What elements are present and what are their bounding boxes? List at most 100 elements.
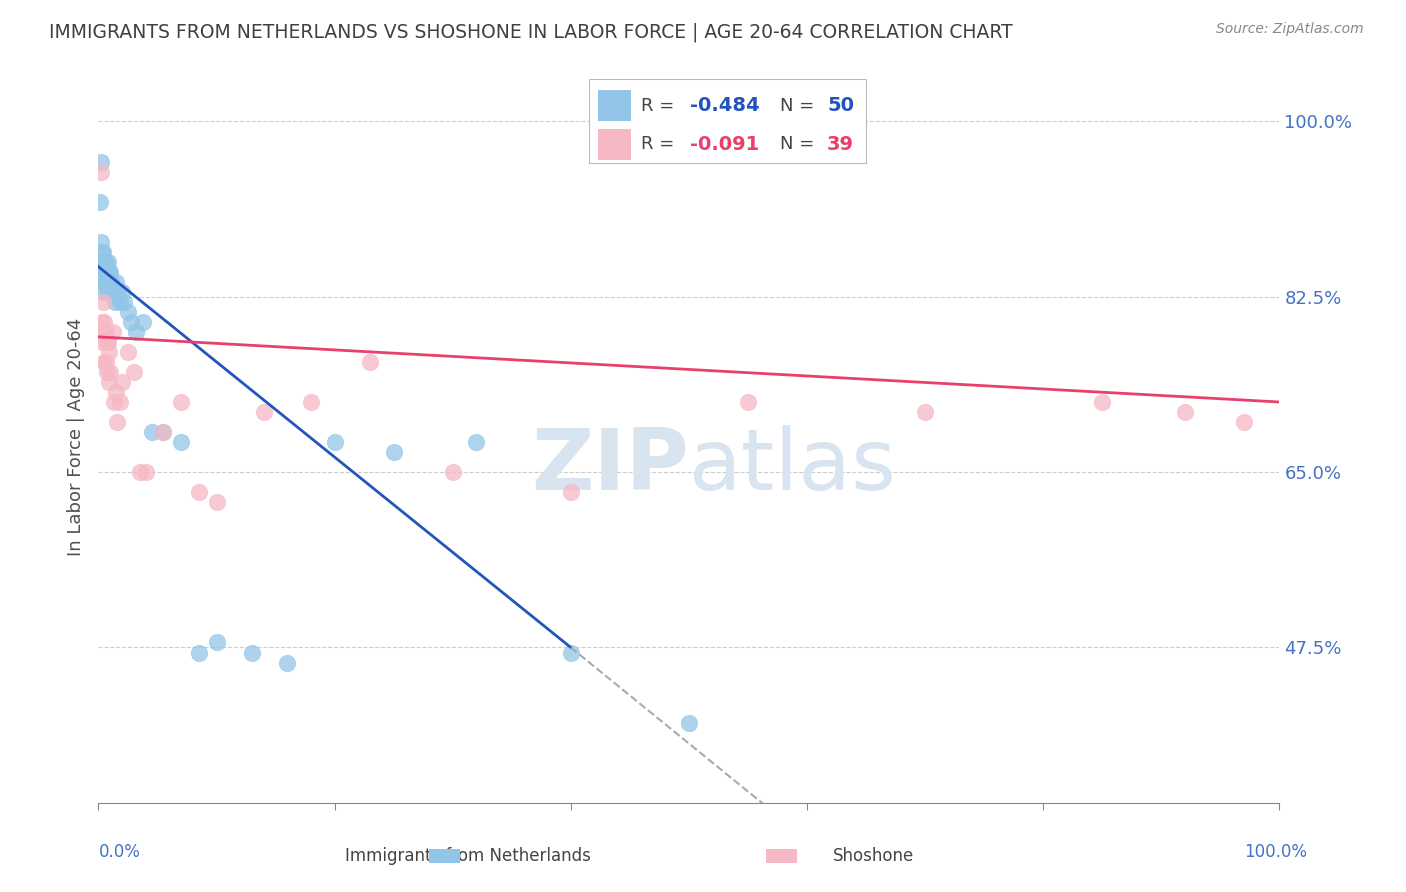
Point	[170, 435, 193, 450]
Point	[94, 265, 117, 279]
Text: Source: ZipAtlas.com: Source: ZipAtlas.com	[1216, 22, 1364, 37]
Text: -0.091: -0.091	[690, 135, 759, 153]
Point	[914, 405, 936, 419]
Point	[91, 315, 114, 329]
Point	[103, 285, 125, 299]
Text: R =: R =	[641, 136, 679, 153]
Text: Shoshone: Shoshone	[832, 847, 914, 865]
Point	[97, 254, 120, 268]
Point	[93, 254, 115, 268]
Point	[91, 275, 114, 289]
Point	[91, 275, 114, 289]
Y-axis label: In Labor Force | Age 20-64: In Labor Force | Age 20-64	[66, 318, 84, 557]
Point	[105, 285, 128, 299]
Point	[253, 405, 276, 419]
Point	[93, 315, 115, 329]
Point	[97, 285, 120, 299]
Point	[152, 425, 174, 439]
Point	[93, 355, 115, 369]
Point	[108, 395, 131, 409]
Point	[105, 384, 128, 399]
Text: R =: R =	[641, 96, 679, 114]
Point	[112, 294, 135, 309]
Point	[152, 425, 174, 439]
Point	[141, 425, 163, 439]
Point	[97, 275, 120, 289]
Point	[108, 294, 131, 309]
Point	[323, 435, 346, 450]
Point	[97, 334, 120, 349]
Point	[299, 395, 322, 409]
Point	[1091, 395, 1114, 409]
Point	[111, 285, 134, 299]
Point	[89, 194, 111, 209]
Point	[96, 365, 118, 379]
Point	[240, 646, 263, 660]
Point	[170, 395, 193, 409]
Point	[98, 375, 121, 389]
Point	[678, 715, 700, 730]
Point	[465, 435, 488, 450]
Point	[98, 285, 121, 299]
Point	[98, 285, 121, 299]
Point	[96, 275, 118, 289]
Text: 39: 39	[827, 135, 853, 153]
Point	[135, 465, 157, 479]
Point	[96, 334, 118, 349]
Text: 0.0%: 0.0%	[98, 843, 141, 861]
Point	[1174, 405, 1197, 419]
Text: 100.0%: 100.0%	[1244, 843, 1308, 861]
Text: Immigrants from Netherlands: Immigrants from Netherlands	[344, 847, 591, 865]
Point	[91, 244, 114, 259]
Point	[94, 254, 117, 268]
Point	[359, 355, 381, 369]
Point	[98, 265, 121, 279]
Point	[94, 325, 117, 339]
Point	[205, 635, 228, 649]
Point	[94, 355, 117, 369]
Text: IMMIGRANTS FROM NETHERLANDS VS SHOSHONE IN LABOR FORCE | AGE 20-64 CORRELATION C: IMMIGRANTS FROM NETHERLANDS VS SHOSHONE …	[49, 22, 1012, 42]
Text: ZIP: ZIP	[531, 425, 689, 508]
Point	[111, 375, 134, 389]
Point	[93, 275, 115, 289]
Point	[101, 325, 124, 339]
Point	[187, 485, 209, 500]
Text: N =: N =	[780, 96, 820, 114]
Point	[91, 244, 114, 259]
Point	[560, 646, 582, 660]
Point	[187, 646, 209, 660]
Point	[91, 325, 114, 339]
Point	[105, 415, 128, 429]
FancyBboxPatch shape	[589, 78, 866, 163]
Point	[96, 265, 118, 279]
Point	[103, 395, 125, 409]
Point	[94, 275, 117, 289]
FancyBboxPatch shape	[598, 90, 631, 121]
Point	[105, 275, 128, 289]
Point	[205, 495, 228, 509]
Point	[125, 325, 148, 339]
Point	[122, 365, 145, 379]
Point	[91, 334, 114, 349]
Point	[98, 265, 121, 279]
Point	[101, 285, 124, 299]
Text: atlas: atlas	[689, 425, 897, 508]
Text: -0.484: -0.484	[690, 96, 759, 115]
Text: 50: 50	[827, 96, 853, 115]
Point	[91, 265, 114, 279]
Text: N =: N =	[780, 136, 820, 153]
Point	[98, 345, 121, 359]
Point	[121, 315, 143, 329]
Point	[1233, 415, 1256, 429]
Point	[91, 294, 114, 309]
Point	[276, 656, 298, 670]
Point	[91, 254, 114, 268]
Point	[90, 235, 112, 249]
Point	[90, 164, 112, 178]
Point	[93, 285, 115, 299]
Point	[737, 395, 759, 409]
Point	[132, 315, 155, 329]
Point	[128, 465, 150, 479]
Point	[104, 294, 127, 309]
Point	[98, 365, 121, 379]
